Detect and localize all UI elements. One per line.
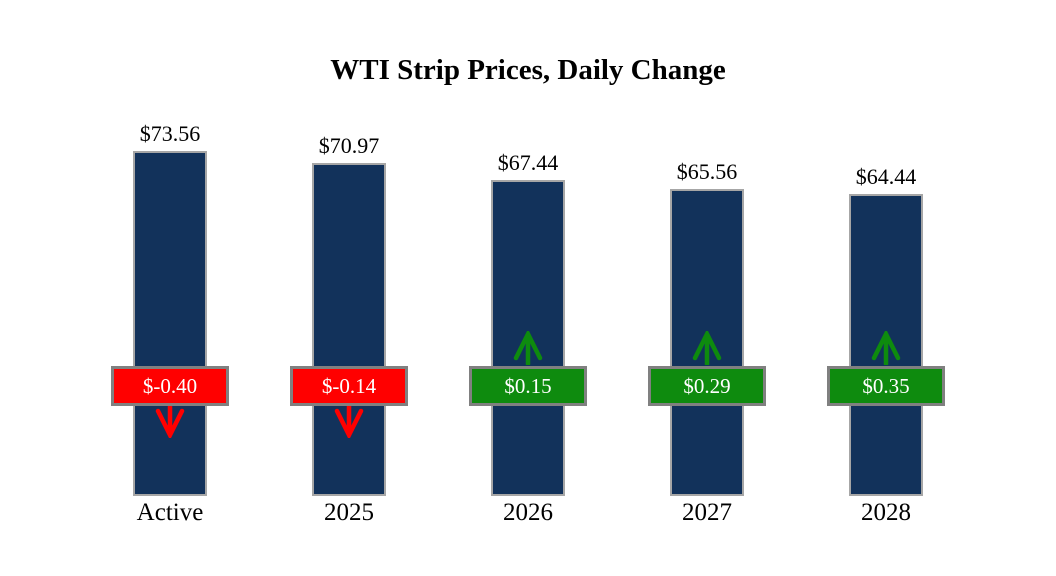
change-label: $0.35 xyxy=(862,373,910,398)
change-badge: $-0.40 xyxy=(111,366,229,406)
price-label: $73.56 xyxy=(139,120,201,146)
change-label: $0.15 xyxy=(504,373,552,398)
price-label: $67.44 xyxy=(497,149,559,175)
chart-column: $65.56 $0.29 2027 xyxy=(618,0,796,576)
category-label: 2028 xyxy=(861,499,911,526)
change-badge: $0.29 xyxy=(648,366,766,406)
change-label: $-0.14 xyxy=(321,373,377,398)
up-arrow-icon xyxy=(871,331,901,365)
chart-title: WTI Strip Prices, Daily Change xyxy=(330,54,726,86)
price-bar xyxy=(312,163,386,496)
category-label: 2026 xyxy=(503,499,553,526)
price-label: $65.56 xyxy=(676,158,738,184)
price-label: $64.44 xyxy=(855,163,917,189)
change-badge: $0.15 xyxy=(469,366,587,406)
category-label: 2027 xyxy=(682,499,732,526)
change-badge: $0.35 xyxy=(827,366,945,406)
chart-column: $70.97 $-0.14 2025 xyxy=(260,0,438,576)
up-arrow-icon xyxy=(692,331,722,365)
up-arrow-icon xyxy=(513,331,543,365)
chart-column: $67.44 $0.15 2026 xyxy=(439,0,617,576)
chart-column: $73.56 $-0.40 Active xyxy=(81,0,259,576)
change-label: $0.29 xyxy=(683,373,731,398)
price-bar xyxy=(133,151,207,496)
change-label: $-0.40 xyxy=(142,373,198,398)
price-label: $70.97 xyxy=(318,132,380,158)
category-label: 2025 xyxy=(324,499,374,526)
change-badge: $-0.14 xyxy=(290,366,408,406)
down-arrow-icon xyxy=(155,404,185,438)
chart-column: $64.44 $0.35 2028 xyxy=(797,0,975,576)
down-arrow-icon xyxy=(334,404,364,438)
category-label: Active xyxy=(136,499,204,526)
